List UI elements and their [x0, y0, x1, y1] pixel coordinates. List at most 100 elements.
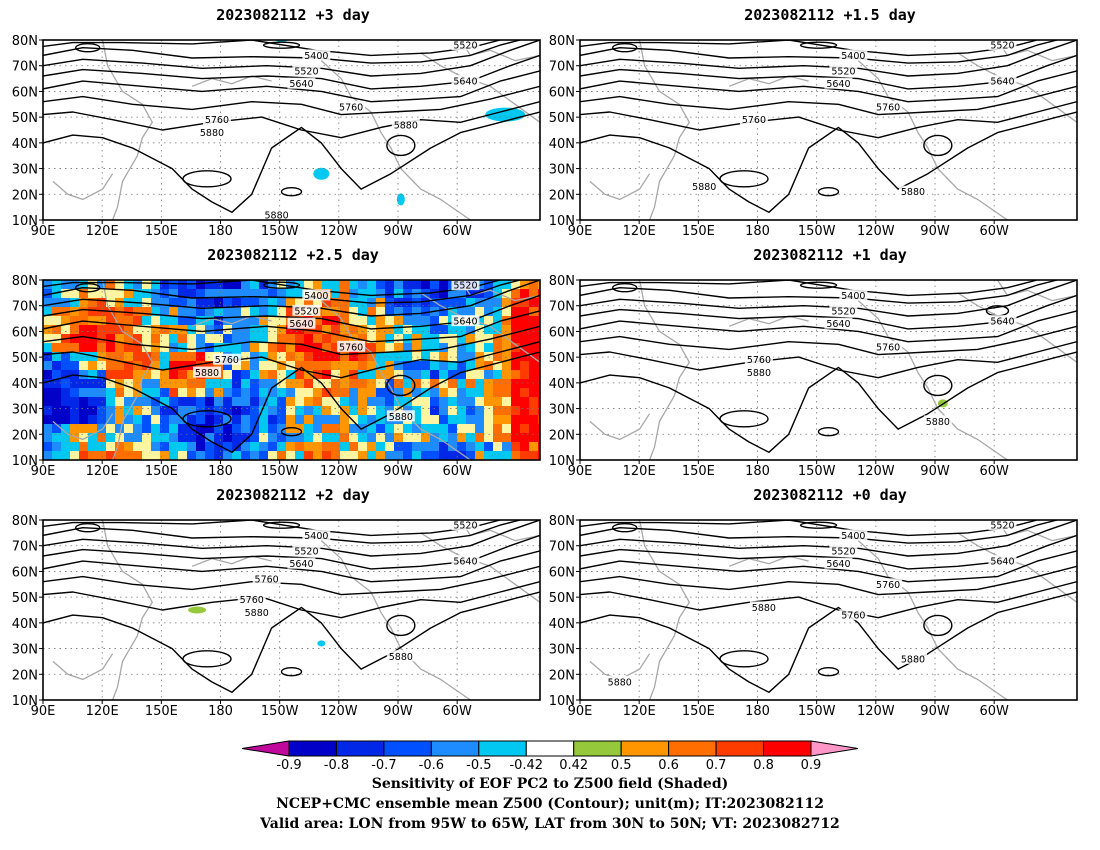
- lon-tick-label: 180: [208, 464, 233, 479]
- contour-label: 5640: [453, 317, 477, 328]
- colorbar-tick-label: -0.6: [419, 758, 444, 773]
- lon-tick-label: 90W: [920, 704, 950, 719]
- contour-label: 5880: [901, 654, 925, 665]
- map-frame: [42, 39, 541, 221]
- lon-tick-label: 90E: [31, 704, 56, 719]
- lon-tick-label: 180: [208, 224, 233, 239]
- lat-tick-label: 40N: [12, 617, 38, 632]
- colorbar-swatch: [335, 740, 385, 757]
- lon-tick-label: 120W: [320, 704, 358, 719]
- colorbar-tick-label: 0.42: [559, 758, 588, 773]
- lat-tick-label: 10N: [549, 454, 575, 469]
- lon-tick-label: 60W: [979, 464, 1009, 479]
- lat-tick-label: 40N: [549, 137, 575, 152]
- map-frame: [579, 519, 1078, 701]
- grid-lines: [43, 280, 540, 460]
- colorbar-tick-label: 0.9: [801, 758, 822, 773]
- lon-tick-label: 150W: [798, 464, 836, 479]
- lon-tick-label: 150E: [145, 464, 178, 479]
- contour-label: 5520: [294, 66, 318, 77]
- contour-label: 5640: [453, 557, 477, 568]
- grid-lines: [580, 520, 1077, 700]
- lon-tick-label: 150E: [145, 704, 178, 719]
- map-frame: [42, 279, 541, 461]
- contour-label: 5520: [990, 521, 1014, 532]
- lon-tick-label: 90E: [568, 704, 593, 719]
- lat-tick-label: 50N: [549, 591, 575, 606]
- colorbar-lower-triangle: [241, 740, 290, 757]
- lat-tick-label: 50N: [549, 111, 575, 126]
- colorbar-tick-label: -0.42: [509, 758, 543, 773]
- lat-tick-label: 50N: [549, 351, 575, 366]
- contour-label: 5640: [990, 317, 1014, 328]
- lat-tick-label: 20N: [12, 188, 38, 203]
- colorbar-tick-label: -0.9: [276, 758, 301, 773]
- contour-label: 5760: [255, 575, 279, 586]
- contour-label: 5640: [990, 557, 1014, 568]
- lat-tick-label: 80N: [549, 274, 575, 289]
- grid-lines: [43, 40, 540, 220]
- lat-tick-label: 60N: [549, 565, 575, 580]
- lat-tick-label: 20N: [12, 428, 38, 443]
- contour-label: 5880: [245, 608, 269, 619]
- contour-label: 5760: [240, 595, 264, 606]
- colorbar-tick-label: -0.7: [371, 758, 396, 773]
- contour-label: 5880: [608, 678, 632, 689]
- lon-tick-label: 90E: [568, 224, 593, 239]
- lon-tick-label: 120W: [857, 464, 895, 479]
- lon-tick-label: 90W: [920, 224, 950, 239]
- contour-label: 5760: [841, 611, 865, 622]
- contour-label: 5400: [304, 291, 328, 302]
- colorbar-swatch: [383, 740, 432, 757]
- lon-tick-label: 90E: [568, 464, 593, 479]
- lon-tick-label: 120W: [857, 224, 895, 239]
- lat-tick-label: 80N: [549, 34, 575, 49]
- contour-label: 5880: [389, 412, 413, 423]
- contour-label: 5880: [195, 368, 219, 379]
- lat-tick-label: 70N: [12, 540, 38, 555]
- lon-tick-label: 150E: [145, 224, 178, 239]
- contour-label: 5520: [831, 306, 855, 317]
- lat-tick-label: 10N: [12, 214, 38, 229]
- panel-title: 2023082112 +0 day: [753, 486, 907, 504]
- lat-tick-label: 80N: [12, 514, 38, 529]
- colorbar-swatch: [715, 740, 765, 757]
- lat-tick-label: 40N: [549, 377, 575, 392]
- contour-label: 5640: [289, 79, 313, 90]
- lon-tick-label: 90E: [31, 224, 56, 239]
- contour-label: 5880: [752, 603, 776, 614]
- contour-label: 5880: [394, 120, 418, 131]
- panel-title: 2023082112 +3 day: [216, 6, 370, 24]
- contour-label: 5760: [876, 580, 900, 591]
- contour-label: 5880: [264, 210, 288, 221]
- colorbar-tick-label: -0.5: [466, 758, 491, 773]
- lat-tick-label: 30N: [549, 403, 575, 418]
- grid-lines: [43, 520, 540, 700]
- contour-label: 5640: [453, 77, 477, 88]
- contour-label: 5760: [215, 355, 239, 366]
- lon-tick-label: 150W: [798, 704, 836, 719]
- contour-label: 5640: [826, 79, 850, 90]
- lat-tick-label: 10N: [549, 214, 575, 229]
- lon-tick-label: 120E: [86, 704, 119, 719]
- lon-tick-label: 120W: [857, 704, 895, 719]
- colorbar-swatch: [430, 740, 480, 757]
- colorbar-tick-label: 0.5: [611, 758, 632, 773]
- panel-title: 2023082112 +1 day: [753, 246, 907, 264]
- lat-tick-label: 60N: [12, 325, 38, 340]
- contour-label: 5400: [841, 291, 865, 302]
- lon-tick-label: 150E: [682, 704, 715, 719]
- contour-label: 5640: [289, 559, 313, 570]
- lon-tick-label: 150W: [798, 224, 836, 239]
- lon-tick-label: 120E: [86, 464, 119, 479]
- contour-label: 5760: [742, 115, 766, 126]
- lat-tick-label: 10N: [549, 694, 575, 709]
- contour-label: 5880: [692, 182, 716, 193]
- lat-tick-label: 30N: [12, 163, 38, 178]
- lon-tick-label: 90W: [920, 464, 950, 479]
- colorbar-swatch: [288, 740, 337, 757]
- lon-tick-label: 60W: [979, 224, 1009, 239]
- contour-label: 5520: [294, 306, 318, 317]
